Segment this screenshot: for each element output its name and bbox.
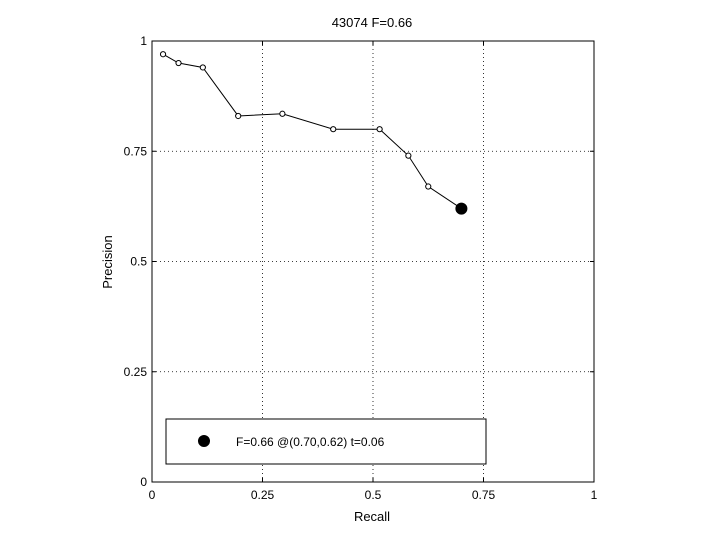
pr-data-point xyxy=(279,110,286,117)
y-tick-label: 1 xyxy=(140,34,147,48)
y-tick-label: 0.5 xyxy=(130,255,147,269)
pr-curve-line xyxy=(162,53,462,209)
grid-layer xyxy=(152,41,594,482)
x-tick-labels: 0 0.25 0.5 0.75 1 xyxy=(149,488,598,502)
pr-data-point xyxy=(159,51,167,58)
pr-data-point xyxy=(199,64,206,71)
y-tick-label: 0.75 xyxy=(124,144,148,158)
x-tick-label: 0.5 xyxy=(365,488,382,502)
chart-title: 43074 F=0.66 xyxy=(332,15,413,30)
pr-data-point xyxy=(425,183,432,190)
y-tick-label: 0.25 xyxy=(124,365,148,379)
best-f-point xyxy=(455,202,468,215)
pr-data-point xyxy=(235,112,242,120)
x-tick-label: 0 xyxy=(149,488,156,502)
legend-box xyxy=(165,418,487,465)
x-tick-label: 0.75 xyxy=(472,488,496,502)
pr-data-point xyxy=(376,126,383,133)
x-tick-label: 0.25 xyxy=(251,488,275,502)
pr-data-point xyxy=(405,152,412,159)
series-layer xyxy=(159,51,468,215)
y-axis-title: Precision xyxy=(100,235,115,288)
y-tick-label: 0 xyxy=(140,475,147,489)
pr-data-point xyxy=(175,59,182,67)
x-axis-title: Recall xyxy=(354,509,390,524)
legend: F=0.66 @(0.70,0.62) t=0.06 xyxy=(165,418,487,465)
x-tick-label: 1 xyxy=(591,488,598,502)
legend-label: F=0.66 @(0.70,0.62) t=0.06 xyxy=(236,435,385,449)
y-tick-labels: 0 0.25 0.5 0.75 1 xyxy=(124,34,148,489)
legend-marker xyxy=(198,435,210,447)
tick-layer xyxy=(151,40,595,483)
pr-data-point xyxy=(330,126,337,133)
